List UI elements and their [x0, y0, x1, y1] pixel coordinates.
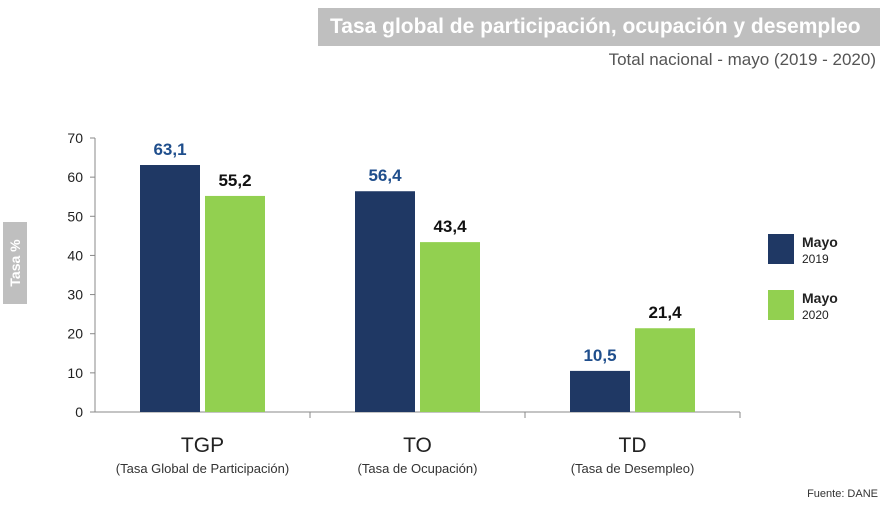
x-category-code: TO [403, 434, 432, 457]
y-tick-label: 30 [67, 287, 83, 303]
source-note: Fuente: DANE [807, 488, 878, 500]
legend-item-2020: Mayo 2020 [768, 290, 838, 324]
y-tick-label: 40 [67, 247, 83, 263]
y-tick-label: 70 [67, 130, 83, 146]
data-label: 63,1 [153, 140, 186, 159]
legend-swatch-2020 [768, 290, 794, 320]
data-label: 21,4 [648, 303, 682, 322]
y-tick-label: 60 [67, 169, 83, 185]
x-category-code: TD [619, 434, 647, 457]
y-tick-label: 50 [67, 208, 83, 224]
bar [140, 165, 200, 412]
y-tick-label: 0 [75, 404, 83, 420]
bar [570, 370, 630, 412]
data-label: 10,5 [583, 346, 616, 365]
data-label: 43,4 [433, 217, 467, 236]
x-category-code: TGP [181, 434, 224, 457]
legend: Mayo 2019 Mayo 2020 [768, 234, 838, 346]
chart-title: Tasa global de participación, ocupación … [318, 8, 880, 46]
chart-subtitle: Total nacional - mayo (2019 - 2020) [608, 50, 876, 69]
x-category-label: (Tasa de Ocupación) [358, 461, 478, 476]
y-tick-label: 10 [67, 365, 83, 381]
bar [635, 328, 695, 412]
legend-label-year: 2020 [802, 308, 829, 322]
legend-label-year: 2019 [802, 252, 829, 266]
bar [355, 191, 415, 412]
y-axis-label-box [3, 222, 27, 304]
bar [205, 195, 265, 412]
legend-label-name: Mayo [802, 290, 838, 306]
legend-label-name: Mayo [802, 234, 838, 250]
bar [420, 242, 480, 412]
legend-swatch-2019 [768, 234, 794, 264]
x-category-label: (Tasa de Desempleo) [571, 461, 695, 476]
x-category-label: (Tasa Global de Participación) [116, 461, 289, 476]
y-tick-label: 20 [67, 326, 83, 342]
data-label: 56,4 [368, 166, 402, 185]
legend-item-2019: Mayo 2019 [768, 234, 838, 268]
data-label: 55,2 [218, 171, 251, 190]
